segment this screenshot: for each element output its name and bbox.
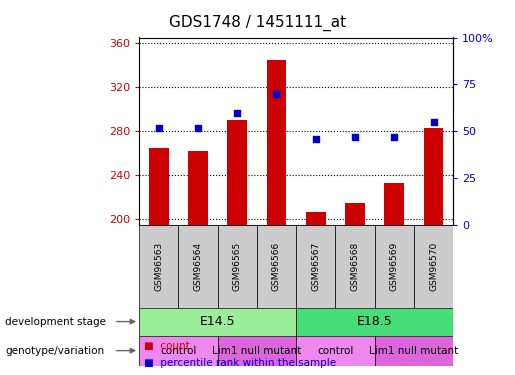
Point (390, 134, 399, 140)
Bar (217, 225, 257, 308)
Bar (188, 151, 208, 225)
Text: GSM96563: GSM96563 (154, 242, 163, 291)
Bar (345, 203, 365, 225)
Text: genotype/variation: genotype/variation (5, 346, 104, 355)
Text: GSM96565: GSM96565 (233, 242, 242, 291)
Text: ■  count: ■ count (144, 340, 190, 351)
Bar (178, 225, 218, 308)
Bar (139, 225, 178, 308)
Text: control: control (160, 346, 197, 355)
Text: Lim1 null mutant: Lim1 null mutant (369, 346, 458, 355)
Text: GSM96570: GSM96570 (429, 242, 438, 291)
Point (154, 124, 163, 130)
Text: development stage: development stage (5, 316, 106, 327)
Bar (375, 336, 453, 366)
Bar (217, 336, 296, 366)
Point (351, 134, 359, 140)
Point (233, 110, 242, 116)
Text: E18.5: E18.5 (357, 315, 392, 328)
Bar (424, 128, 443, 225)
Point (272, 91, 281, 97)
Bar (296, 225, 335, 308)
Text: GDS1748 / 1451111_at: GDS1748 / 1451111_at (169, 15, 346, 31)
Bar (375, 225, 414, 308)
Text: GSM96564: GSM96564 (194, 242, 202, 291)
Bar (228, 120, 247, 225)
Bar (296, 336, 375, 366)
Bar (149, 148, 168, 225)
Bar (414, 225, 453, 308)
Bar (139, 308, 296, 336)
Bar (296, 308, 453, 336)
Text: control: control (317, 346, 354, 355)
Bar (306, 212, 325, 225)
Bar (139, 336, 217, 366)
Bar (335, 225, 375, 308)
Point (194, 124, 202, 130)
Text: E14.5: E14.5 (200, 315, 235, 328)
Text: GSM96566: GSM96566 (272, 242, 281, 291)
Bar (385, 183, 404, 225)
Bar (257, 225, 296, 308)
Text: ■  percentile rank within the sample: ■ percentile rank within the sample (144, 357, 336, 368)
Text: Lim1 null mutant: Lim1 null mutant (212, 346, 301, 355)
Point (430, 119, 438, 125)
Point (312, 136, 320, 142)
Bar (267, 60, 286, 225)
Text: GSM96567: GSM96567 (311, 242, 320, 291)
Text: GSM96568: GSM96568 (351, 242, 359, 291)
Text: GSM96569: GSM96569 (390, 242, 399, 291)
